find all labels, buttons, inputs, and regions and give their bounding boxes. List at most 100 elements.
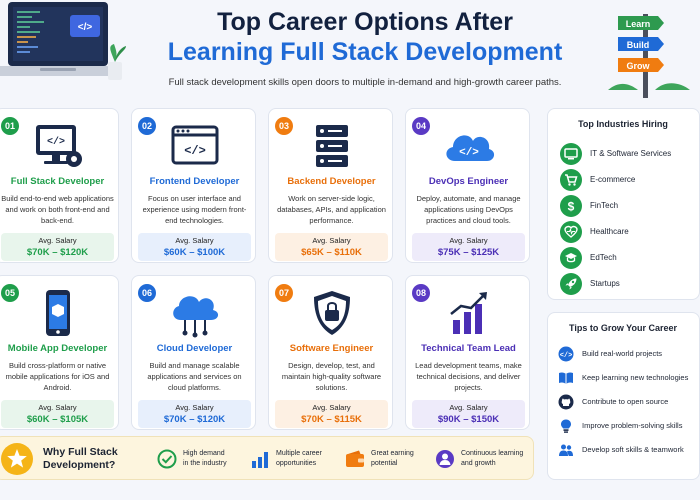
- salary-value: $60K – $100K: [163, 247, 226, 258]
- svg-text:</>: </>: [560, 352, 573, 360]
- growth-person-icon: [436, 450, 454, 468]
- tip-label: Contribute to open source: [582, 397, 669, 406]
- card-number-badge: 05: [1, 284, 19, 302]
- salary-value: $70K – $120K: [163, 414, 226, 425]
- salary-box: Avg. Salary $60K – $100K: [138, 233, 251, 261]
- card-number-badge: 07: [275, 284, 293, 302]
- career-card-mobile-app-developer[interactable]: 05 Mobile App Developer Build cross-plat…: [0, 275, 119, 430]
- salary-value: $65K – $110K: [301, 247, 362, 258]
- signpost-learn: Learn: [626, 19, 651, 29]
- card-title: Frontend Developer: [149, 176, 240, 187]
- industry-label: IT & Software Services: [590, 149, 672, 158]
- salary-label: Avg. Salary: [38, 236, 77, 245]
- benefit-label: Great earning potential: [371, 449, 414, 469]
- career-card-technical-team-lead[interactable]: 08 Technical Team Lead Lead development …: [405, 275, 530, 430]
- salary-box: Avg. Salary $75K – $125K: [412, 233, 525, 261]
- salary-box: Avg. Salary $70K – $120K: [138, 400, 251, 428]
- salary-label: Avg. Salary: [312, 403, 351, 412]
- career-card-software-engineer[interactable]: 07 Software Engineer Design, develop, te…: [268, 275, 393, 430]
- salary-box: Avg. Salary $90K – $150K: [412, 400, 525, 428]
- card-number-badge: 03: [275, 117, 293, 135]
- card-number-badge: 06: [138, 284, 156, 302]
- benefit-label-line1: High demand: [183, 450, 225, 457]
- salary-box: Avg. Salary $60K – $105K: [1, 400, 114, 428]
- cart-icon: [560, 169, 582, 191]
- cloud-code-icon: </>: [446, 135, 495, 161]
- industry-label: Startups: [590, 279, 620, 288]
- career-card-full-stack-developer[interactable]: 01 </> Full Stack Developer Build end-to…: [0, 108, 119, 263]
- book-icon: [559, 372, 573, 384]
- industries-title: Top Industries Hiring: [578, 119, 668, 129]
- why-title-line1: Why Full Stack: [43, 446, 118, 458]
- tip-item-open-source[interactable]: Contribute to open source: [558, 393, 700, 411]
- tip-item-learning[interactable]: Keep learning new technologies: [558, 369, 700, 387]
- tip-item-projects[interactable]: </> Build real-world projects: [558, 345, 700, 363]
- benefit-label-line1: Great earning: [371, 450, 414, 457]
- benefit-label-line2: in the industry: [183, 460, 227, 467]
- card-title: Technical Team Lead: [421, 343, 516, 354]
- benefit-label: Multiple career opportunities: [276, 449, 322, 469]
- salary-label: Avg. Salary: [175, 403, 214, 412]
- card-title: Software Engineer: [289, 343, 374, 354]
- tip-item-problem-solving[interactable]: Improve problem-solving skills: [558, 417, 700, 435]
- industry-item-it-software[interactable]: IT & Software Services: [560, 143, 698, 165]
- card-title: DevOps Engineer: [428, 176, 509, 187]
- svg-text:</>: </>: [459, 147, 479, 159]
- salary-label: Avg. Salary: [449, 236, 488, 245]
- signpost-build: Build: [627, 40, 650, 50]
- monitor-icon: [560, 143, 582, 165]
- tip-label: Keep learning new technologies: [582, 373, 689, 382]
- svg-text:$: $: [568, 200, 575, 214]
- career-card-frontend-developer[interactable]: 02 </> Frontend Developer Focus on user …: [131, 108, 256, 263]
- salary-value: $75K – $125K: [437, 247, 500, 258]
- laptop-illustration: </>: [0, 2, 126, 80]
- monitor-code-gear-icon: </>: [36, 125, 82, 167]
- smartphone-icon: [46, 290, 70, 336]
- industry-label: E-commerce: [590, 175, 636, 184]
- growth-chart-icon: [450, 292, 487, 334]
- industry-item-startups[interactable]: Startups: [560, 273, 698, 295]
- salary-box: Avg. Salary $70K – $115K: [275, 400, 388, 428]
- page-title-line1: Top Career Options After: [217, 8, 513, 36]
- heart-pulse-icon: [560, 221, 582, 243]
- card-number-badge: 01: [1, 117, 19, 135]
- why-banner: Why Full Stack Development? High demand …: [0, 436, 534, 480]
- salary-label: Avg. Salary: [175, 236, 214, 245]
- career-card-cloud-developer[interactable]: 06 Cloud Developer Build and manage scal…: [131, 275, 256, 430]
- tip-item-soft-skills[interactable]: Develop soft skills & teamwork: [558, 441, 700, 459]
- industry-item-ecommerce[interactable]: E-commerce: [560, 169, 698, 191]
- salary-value: $70K – $115K: [301, 414, 362, 425]
- industry-item-edtech[interactable]: EdTech: [560, 247, 698, 269]
- benefit-label: High demand in the industry: [183, 449, 227, 469]
- bar-chart-icon: [252, 452, 268, 468]
- card-description: Work on server-side logic, databases, AP…: [277, 194, 386, 225]
- card-description: Lead development teams, make technical d…: [415, 361, 522, 392]
- career-grid: 01 </> Full Stack Developer Build end-to…: [0, 108, 534, 430]
- benefit-label-line1: Multiple career: [276, 450, 322, 457]
- card-title: Full Stack Developer: [10, 176, 105, 187]
- svg-text:</>: </>: [47, 136, 65, 148]
- salary-value: $70K – $120K: [26, 247, 89, 258]
- server-icon: [316, 125, 348, 167]
- tip-label: Develop soft skills & teamwork: [582, 445, 684, 454]
- why-title: Why Full Stack Development?: [43, 446, 118, 472]
- cloud-network-icon: [173, 296, 219, 338]
- svg-text:</>: </>: [184, 144, 206, 158]
- page-subtitle: Full stack development skills open doors…: [168, 77, 562, 88]
- benefit-label-line2: potential: [371, 460, 398, 467]
- career-card-backend-developer[interactable]: 03 Backend Developer Work on server-side…: [268, 108, 393, 263]
- industry-item-healthcare[interactable]: Healthcare: [560, 221, 698, 243]
- lightbulb-icon: [561, 419, 571, 433]
- industry-item-fintech[interactable]: $ FinTech: [560, 195, 698, 217]
- card-description: Deploy, automate, and manage application…: [416, 194, 521, 225]
- card-description: Build end-to-end web applications and wo…: [1, 194, 114, 225]
- tips-panel: Tips to Grow Your Career </> Build real-…: [547, 312, 700, 480]
- career-card-devops-engineer[interactable]: 04 </> DevOps Engineer Deploy, automate,…: [405, 108, 530, 263]
- tip-label: Build real-world projects: [582, 349, 663, 358]
- signpost-illustration: Learn Build Grow: [608, 14, 690, 98]
- benefit-label-line2: and growth: [461, 460, 496, 467]
- tip-label: Improve problem-solving skills: [582, 421, 683, 430]
- browser-code-icon: </>: [171, 125, 219, 165]
- github-icon: [558, 394, 574, 410]
- salary-box: Avg. Salary $70K – $120K: [1, 233, 114, 261]
